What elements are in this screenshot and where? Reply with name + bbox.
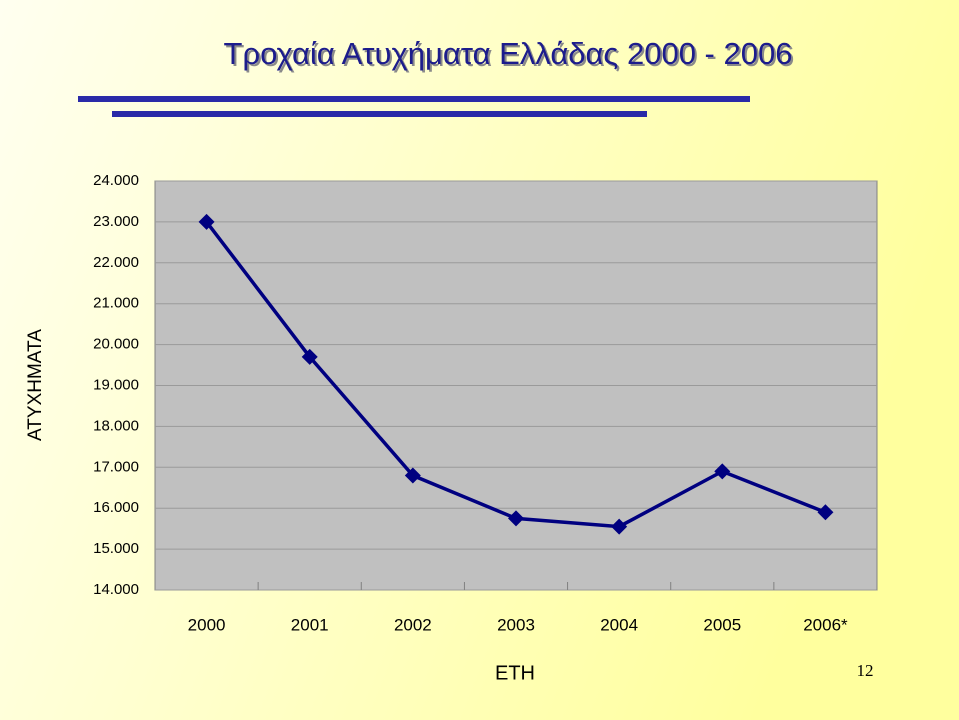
x-axis-label: ΕΤΗ: [495, 662, 535, 684]
y-tick-label: 14.000: [93, 581, 139, 598]
y-axis-label: ΑΤΥΧΗΜΑΤΑ: [25, 329, 46, 441]
data-marker: [817, 504, 834, 521]
y-tick-label: 19.000: [93, 376, 139, 393]
y-tick-label: 21.000: [93, 295, 139, 312]
y-tick-label: 23.000: [93, 213, 139, 230]
y-tick-label: 17.000: [93, 458, 139, 475]
title-rule: [112, 111, 647, 117]
y-tick-label: 20.000: [93, 336, 139, 353]
x-tick-label: 2000: [188, 615, 226, 634]
data-marker: [508, 510, 524, 527]
data-marker: [198, 213, 215, 230]
y-tick-label: 16.000: [93, 499, 139, 516]
data-marker: [611, 518, 628, 535]
x-tick-label: 2004: [600, 615, 638, 634]
title-rule: [78, 96, 750, 102]
chart-title: Τροχαία Ατυχήματα Ελλάδας 2000 - 2006: [224, 36, 793, 71]
x-tick-label: 2002: [394, 615, 432, 634]
data-marker: [301, 348, 318, 365]
x-tick-label: 2001: [291, 615, 329, 634]
data-marker: [714, 463, 731, 480]
plot: 14.000 15.000 16.000 17.000 18.000 19.000 20.0…: [93, 172, 878, 634]
x-tick-label: 2006*: [803, 615, 848, 634]
x-tick-label: 2005: [703, 615, 741, 634]
y-tick-label: 24.000: [93, 172, 139, 189]
y-tick-label: 22.000: [93, 254, 139, 271]
y-tick-label: 15.000: [93, 540, 139, 557]
page-number: 12: [857, 661, 874, 680]
x-tick-label: 2003: [497, 615, 535, 634]
y-tick-label: 18.000: [93, 417, 139, 434]
data-marker: [404, 467, 421, 484]
